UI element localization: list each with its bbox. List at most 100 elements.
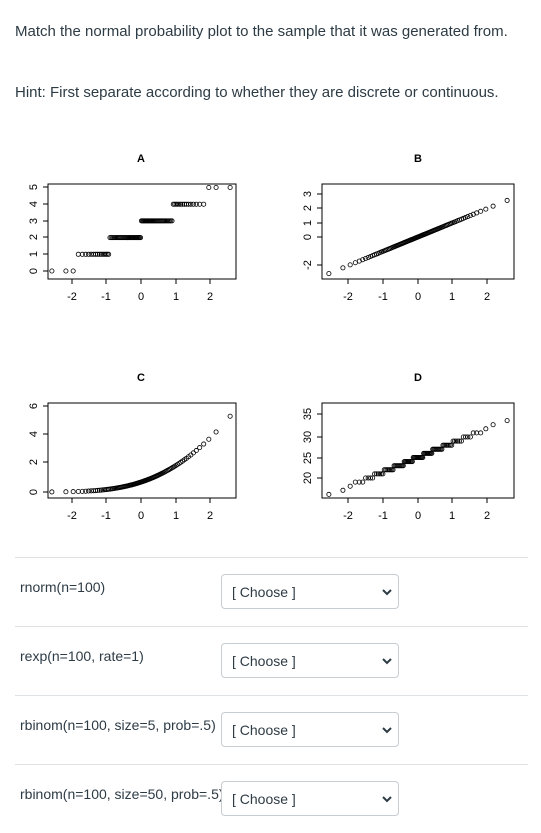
plot-c-ytick: 0 [28, 489, 40, 495]
answer-row: rbinom(n=100, size=5, prob=.5) [ Choose … [15, 695, 528, 764]
plot-a-title: A [137, 153, 145, 165]
plot-point [197, 445, 203, 451]
plot-a-ytick: 1 [28, 251, 40, 257]
plot-point [377, 471, 383, 477]
plot-point [378, 471, 384, 477]
plot-d-ytick: 30 [302, 431, 314, 443]
plot-c-xtick: 1 [173, 510, 179, 522]
plot-point [188, 201, 194, 207]
plot-b-frame [321, 183, 515, 280]
answer-label: rbinom(n=100, size=5, prob=.5) [20, 717, 216, 733]
plot-point [360, 257, 366, 263]
question-text: Match the normal probability plot to the… [15, 23, 508, 40]
plot-point [86, 251, 92, 257]
plot-point [190, 450, 196, 456]
plot-d-frame [321, 402, 515, 499]
plot-point [455, 438, 461, 444]
plot-point [75, 251, 81, 257]
chevron-down-icon [382, 589, 392, 596]
plot-point [340, 487, 346, 493]
hint-text: Hint: First separate according to whethe… [15, 84, 499, 101]
plot-point [86, 488, 92, 494]
plot-b-ytick: -2 [302, 260, 314, 270]
plot-point [70, 268, 76, 274]
select-value: [ Choose ] [232, 722, 296, 738]
plot-point [465, 434, 471, 440]
plot-point [352, 260, 358, 266]
chevron-down-icon [382, 727, 392, 734]
plot-c-ytick: 6 [28, 403, 40, 409]
plot-d-xtick: 0 [415, 510, 421, 522]
plot-point [176, 201, 182, 207]
select-value: [ Choose ] [232, 791, 296, 807]
plot-point [96, 251, 102, 257]
plot-d-xtick: 2 [484, 510, 490, 522]
plot-c-xtick: 0 [138, 510, 144, 522]
plot-b-xtick: 1 [449, 291, 455, 303]
plot-c-ytick: 2 [28, 459, 40, 465]
plot-point [465, 214, 471, 220]
plot-point [83, 251, 89, 257]
plot-point [458, 438, 464, 444]
plot-point [352, 479, 358, 485]
plot-b-points [326, 197, 510, 277]
plot-b-xtick: -2 [343, 291, 353, 303]
plot-point [368, 475, 374, 481]
answer-row: rnorm(n=100) [ Choose ] [15, 557, 528, 626]
plot-point [467, 212, 473, 218]
plot-d-title: D [414, 372, 422, 384]
plot-point [193, 201, 199, 207]
plot-point [98, 487, 104, 493]
select-value: [ Choose ] [232, 653, 296, 669]
plot-b-title: B [414, 153, 422, 165]
plot-b-ytick: 1 [302, 220, 314, 226]
plot-point [370, 475, 376, 481]
plot-point [483, 426, 489, 432]
plot-point [63, 268, 69, 274]
plot-point [504, 197, 510, 203]
plot-a-ytick: 5 [28, 184, 40, 190]
plot-point [504, 418, 510, 424]
plot-point [347, 262, 353, 268]
plot-point [95, 251, 101, 257]
plot-point [360, 479, 366, 485]
plot-d-xtick: -2 [343, 510, 353, 522]
plot-point [453, 438, 459, 444]
plot-d-xtick: 1 [449, 510, 455, 522]
plot-c-xtick: -1 [101, 510, 111, 522]
plot-point [363, 475, 369, 481]
plot-point [104, 251, 110, 257]
plot-point [447, 442, 453, 448]
answer-select-rbinom-50[interactable]: [ Choose ] [221, 781, 399, 816]
plot-point [227, 413, 233, 419]
plot-d-ytick: 35 [302, 408, 314, 420]
plot-a-xtick: 1 [173, 291, 179, 303]
plot-point [462, 434, 468, 440]
plot-c-title: C [137, 372, 145, 384]
plot-point [213, 429, 219, 435]
normal-probability-plots: A B C D -2 -1 0 1 2 0 1 2 3 4 5 [28, 153, 515, 522]
answer-select-rexp[interactable]: [ Choose ] [221, 643, 399, 678]
plot-point [83, 488, 89, 494]
plot-point [201, 201, 207, 207]
plot-point [372, 471, 378, 477]
plot-a-ytick: 0 [28, 268, 40, 274]
plot-point [326, 491, 332, 497]
plot-c-xtick: -2 [67, 510, 77, 522]
answer-select-rbinom-5[interactable]: [ Choose ] [221, 712, 399, 747]
plot-point [206, 436, 212, 442]
plot-point [457, 438, 463, 444]
plot-a-xtick: -2 [67, 291, 77, 303]
plot-point [169, 218, 175, 224]
plot-point [375, 471, 381, 477]
plot-point [478, 208, 484, 214]
plot-b-xtick: 2 [484, 291, 490, 303]
plot-point [356, 479, 362, 485]
answer-select-rnorm[interactable]: [ Choose ] [221, 574, 399, 609]
plot-point [49, 268, 55, 274]
select-value: [ Choose ] [232, 584, 296, 600]
plot-point [185, 201, 191, 207]
answer-label: rexp(n=100, rate=1) [20, 648, 144, 664]
plot-point [201, 441, 207, 447]
plot-point [227, 185, 233, 191]
